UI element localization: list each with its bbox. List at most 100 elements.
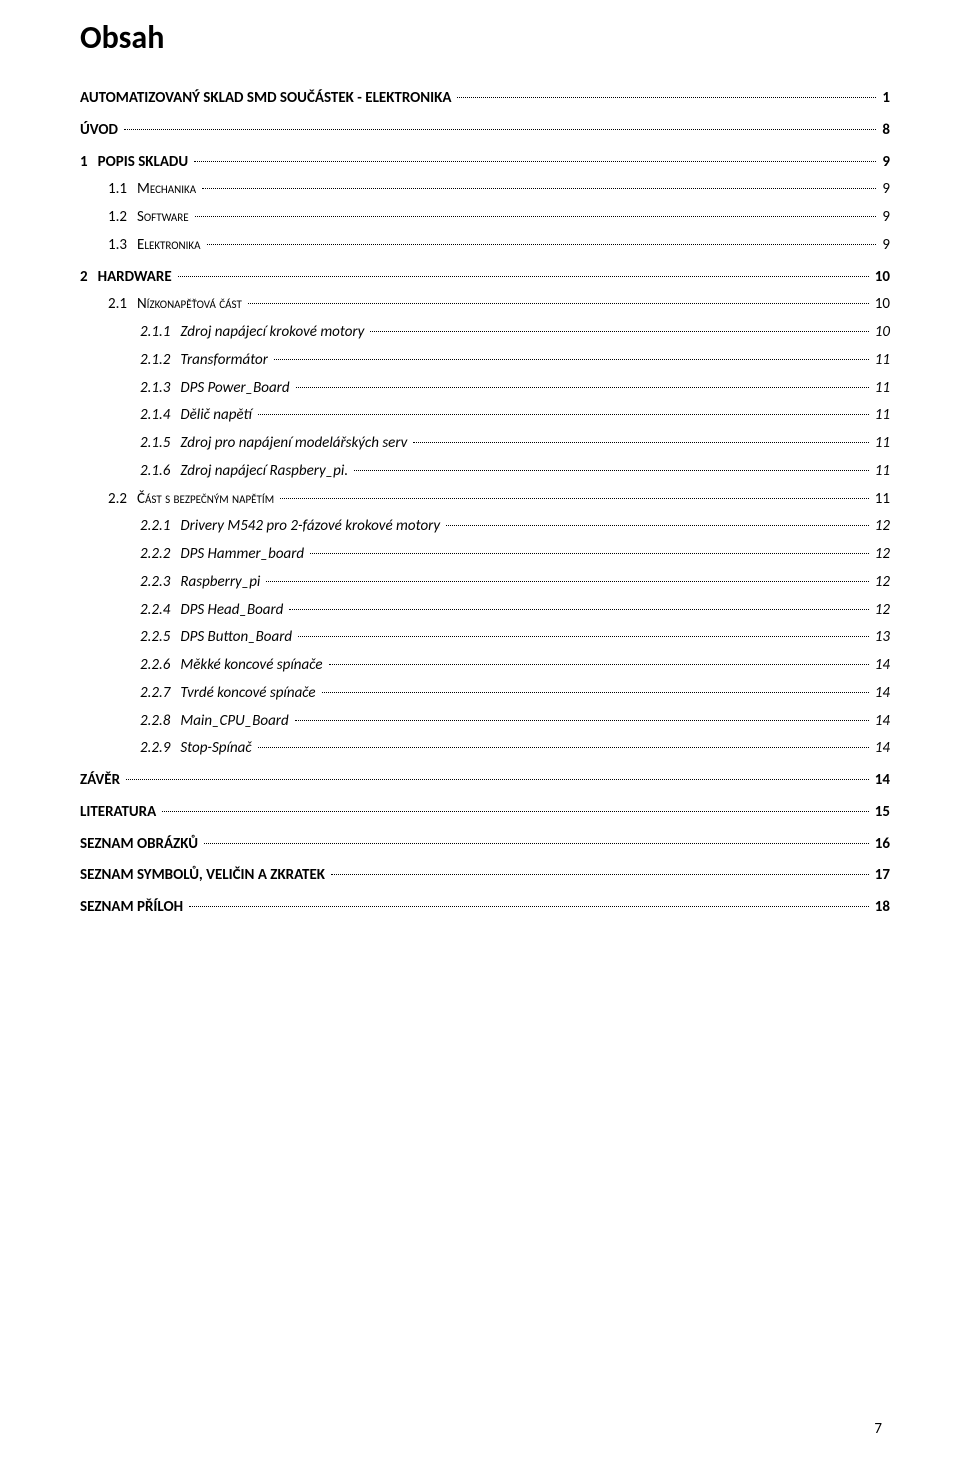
toc-leader-dots <box>329 664 869 665</box>
toc-entry-label: SEZNAM OBRÁZKŮ <box>80 831 202 859</box>
toc-entry-number: 2.1.5 <box>140 430 180 458</box>
toc-entry-label: Měkké koncové spínače <box>180 652 326 680</box>
toc-entry-page: 10 <box>871 291 890 319</box>
toc-leader-dots <box>248 303 869 304</box>
toc-leader-dots <box>274 359 869 360</box>
toc-entry-page: 12 <box>871 569 890 597</box>
toc-entry: 2.2.5DPS Button_Board13 <box>140 624 890 652</box>
toc-entry-label: DPS Power_Board <box>180 375 293 403</box>
toc-entry-page: 9 <box>878 232 890 260</box>
toc-entry: 2.2.1Drivery M542 pro 2-fázové krokové m… <box>140 513 890 541</box>
toc-entry-page: 11 <box>871 458 890 486</box>
toc-entry: 2.1Nízkonapěťová část10 <box>108 291 890 319</box>
toc-entry-label: SEZNAM SYMBOLŮ, VELIČIN A ZKRATEK <box>80 862 329 890</box>
toc-entry: SEZNAM SYMBOLŮ, VELIČIN A ZKRATEK 17 <box>80 862 890 890</box>
toc-leader-dots <box>295 720 869 721</box>
toc-entry: 2.2.8Main_CPU_Board 14 <box>140 708 890 736</box>
toc-entry-label: Dělič napětí <box>180 402 255 430</box>
toc-entry-number: 1.3 <box>108 232 137 260</box>
toc-entry: 2.1.3DPS Power_Board11 <box>140 375 890 403</box>
toc-entry: 2.1.2Transformátor11 <box>140 347 890 375</box>
toc-entry-number: 2.1.6 <box>140 458 180 486</box>
toc-entry-number: 2.2.6 <box>140 652 180 680</box>
toc-entry: 2.2.6Měkké koncové spínače 14 <box>140 652 890 680</box>
toc-entry: 2.1.5Zdroj pro napájení modelářských ser… <box>140 430 890 458</box>
toc-entry: ZÁVĚR 14 <box>80 767 890 795</box>
page-title: Obsah <box>80 18 890 57</box>
toc-entry-number: 2.1.4 <box>140 402 180 430</box>
toc-entry-label: Část s bezpečným napětím <box>137 486 278 514</box>
toc-entry-page: 14 <box>871 735 890 763</box>
toc-entry-page: 16 <box>871 831 890 859</box>
toc-entry: 2.2.4DPS Head_Board12 <box>140 597 890 625</box>
toc-entry-page: 18 <box>871 894 890 922</box>
toc-entry-page: 14 <box>871 767 890 795</box>
toc-entry: SEZNAM OBRÁZKŮ 16 <box>80 831 890 859</box>
toc-leader-dots <box>280 498 869 499</box>
toc-entry-page: 17 <box>871 862 890 890</box>
toc-leader-dots <box>322 692 869 693</box>
toc-entry-page: 11 <box>871 402 890 430</box>
toc-entry: 2.2.7Tvrdé koncové spínače14 <box>140 680 890 708</box>
toc-entry-label: AUTOMATIZOVANÝ SKLAD SMD SOUČÁSTEK - ELE… <box>80 85 455 113</box>
toc-entry-page: 13 <box>871 624 890 652</box>
toc-entry-number: 2.2.4 <box>140 597 180 625</box>
toc-leader-dots <box>207 244 877 245</box>
toc-entry: 2.2.2DPS Hammer_board12 <box>140 541 890 569</box>
toc-leader-dots <box>296 387 869 388</box>
toc-entry-page: 14 <box>871 680 890 708</box>
toc-leader-dots <box>202 188 876 189</box>
toc-leader-dots <box>258 414 869 415</box>
toc-entry-label: Zdroj napájecí Raspbery_pi. <box>180 458 352 486</box>
toc-entry-label: DPS Head_Board <box>180 597 287 625</box>
toc-entry-number: 2.2.1 <box>140 513 180 541</box>
toc-leader-dots <box>331 874 869 875</box>
toc-entry-number: 2.2.8 <box>140 708 180 736</box>
toc-entry-number: 2.1.2 <box>140 347 180 375</box>
toc-entry-label: Main_CPU_Board <box>180 708 292 736</box>
toc-leader-dots <box>413 442 868 443</box>
toc-entry-page: 14 <box>871 708 890 736</box>
toc-entry: 2.2.3Raspberry_pi12 <box>140 569 890 597</box>
table-of-contents: AUTOMATIZOVANÝ SKLAD SMD SOUČÁSTEK - ELE… <box>80 85 890 922</box>
toc-entry-label: LITERATURA <box>80 799 160 827</box>
toc-entry-number: 2.2.2 <box>140 541 180 569</box>
toc-entry-label: Nízkonapěťová část <box>137 291 246 319</box>
toc-entry-page: 10 <box>871 319 890 347</box>
toc-entry: 1.3Elektronika9 <box>108 232 890 260</box>
page-number: 7 <box>874 1420 882 1438</box>
toc-leader-dots <box>354 470 869 471</box>
toc-entry-label: SEZNAM PŘÍLOH <box>80 894 187 922</box>
toc-leader-dots <box>195 216 877 217</box>
toc-leader-dots <box>457 97 876 98</box>
toc-entry: 2.2Část s bezpečným napětím11 <box>108 486 890 514</box>
toc-entry-page: 11 <box>871 430 890 458</box>
toc-entry-page: 1 <box>878 85 890 113</box>
toc-entry-label: Mechanika <box>137 176 200 204</box>
toc-entry-number: 2.1.1 <box>140 319 180 347</box>
toc-entry-number: 2.2.5 <box>140 624 180 652</box>
toc-entry-number: 2.2.3 <box>140 569 180 597</box>
toc-entry-label: DPS Hammer_board <box>180 541 308 569</box>
toc-entry-label: Tvrdé koncové spínače <box>180 680 319 708</box>
toc-leader-dots <box>370 331 868 332</box>
toc-entry: 2.1.4Dělič napětí 11 <box>140 402 890 430</box>
toc-entry-number: 2.2 <box>108 486 137 514</box>
toc-entry-page: 11 <box>871 375 890 403</box>
toc-entry-number: 2.2.9 <box>140 735 180 763</box>
toc-entry-page: 10 <box>871 264 890 292</box>
toc-entry-label: Software <box>137 204 193 232</box>
toc-entry: 2HARDWARE10 <box>80 264 890 292</box>
toc-entry-page: 14 <box>871 652 890 680</box>
toc-entry-number: 1.1 <box>108 176 137 204</box>
toc-leader-dots <box>124 129 876 130</box>
toc-leader-dots <box>266 581 868 582</box>
toc-entry-label: Transformátor <box>180 347 272 375</box>
toc-entry-label: ZÁVĚR <box>80 767 124 795</box>
toc-leader-dots <box>126 779 869 780</box>
toc-leader-dots <box>258 747 869 748</box>
toc-entry-label: ÚVOD <box>80 117 122 145</box>
toc-entry-label: Stop-Spínač <box>180 735 255 763</box>
toc-leader-dots <box>298 636 869 637</box>
document-page: Obsah AUTOMATIZOVANÝ SKLAD SMD SOUČÁSTEK… <box>0 0 960 1468</box>
